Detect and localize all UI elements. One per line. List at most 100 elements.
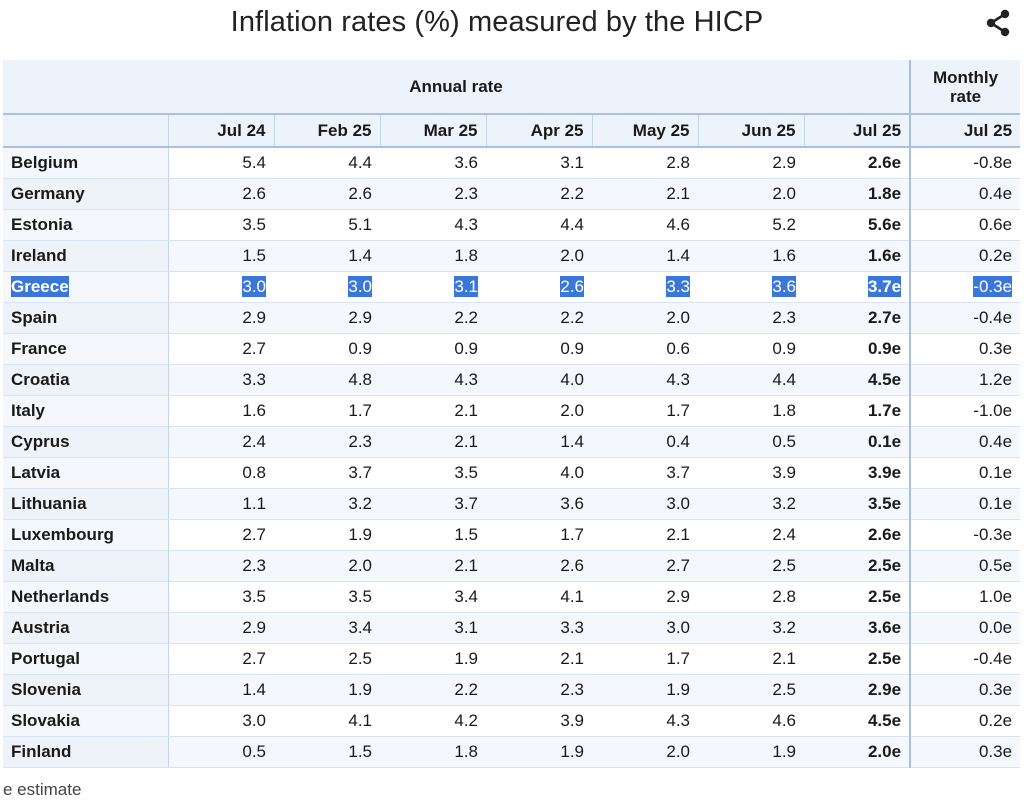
annual-value-cell: 2.7 [167,519,274,551]
monthly-value-cell: 0.6e [909,209,1021,241]
annual-value-cell: 0.9e [804,333,911,365]
country-cell: Croatia [3,364,168,396]
annual-value-cell: 1.5 [380,519,486,551]
annual-value-cell: 1.6 [698,240,804,272]
annual-value-cell: 3.9 [698,457,804,489]
monthly-value-cell: 0.0e [909,612,1021,644]
monthly-value-cell: 1.2e [909,364,1021,396]
table-row: Netherlands 3.5 3.5 3.4 4.1 2.9 2.8 2.5e 1.0e [3,581,1021,613]
annual-value-cell: 4.3 [380,364,486,396]
country-cell: France [3,333,168,365]
annual-value-cell: 5.4 [167,147,274,179]
annual-value-cell: 3.3 [592,271,698,303]
annual-value-cell: 3.0 [592,612,698,644]
annual-value-cell: 1.7 [592,643,698,675]
monthly-value-cell: 0.2e [909,705,1021,737]
annual-value-cell: 2.6e [804,147,911,179]
table-row: Lithuania 1.1 3.2 3.7 3.6 3.0 3.2 3.5e 0.1e [3,488,1021,520]
annual-value-cell: 0.8 [167,457,274,489]
annual-value-cell: 2.2 [380,674,486,706]
annual-value-cell: 1.5 [167,240,274,272]
annual-value-cell: 2.7 [592,550,698,582]
annual-value-cell: 3.7 [380,488,486,520]
country-cell: Spain [3,302,168,334]
annual-value-cell: 4.4 [486,209,592,241]
table-row: Slovakia 3.0 4.1 4.2 3.9 4.3 4.6 4.5e 0.2e [3,705,1021,737]
annual-value-cell: 4.5e [804,705,911,737]
table-row: Ireland 1.5 1.4 1.8 2.0 1.4 1.6 1.6e 0.2e [3,240,1021,272]
annual-value-cell: 3.2 [698,488,804,520]
annual-value-cell: 2.3 [274,426,380,458]
annual-value-cell: 2.2 [380,302,486,334]
share-icon[interactable] [984,8,1012,38]
monthly-rate-header: Monthly rate [909,60,1021,115]
annual-value-cell: 3.2 [698,612,804,644]
country-cell: Latvia [3,457,168,489]
page-title: Inflation rates (%) measured by the HICP [230,6,764,38]
annual-value-cell: 1.8 [380,240,486,272]
annual-value-cell: 2.2 [486,302,592,334]
annual-value-cell: 4.0 [486,457,592,489]
annual-value-cell: 1.6 [167,395,274,427]
annual-value-cell: 2.1 [698,643,804,675]
annual-value-cell: 1.9 [698,736,804,768]
annual-value-cell: 1.9 [380,643,486,675]
table-row: Greece 3.0 3.0 3.1 2.6 3.3 3.6 3.7e -0.3e [3,271,1021,303]
annual-value-cell: 3.1 [380,612,486,644]
annual-rate-header: Annual rate [3,60,911,115]
footnote: e estimate [3,780,82,799]
annual-value-cell: 2.1 [486,643,592,675]
annual-value-cell: 4.4 [274,147,380,179]
annual-value-cell: 2.5 [698,550,804,582]
annual-value-cell: 3.3 [486,612,592,644]
annual-value-cell: 1.7e [804,395,911,427]
annual-value-cell: 3.2 [274,488,380,520]
table-row: Portugal 2.7 2.5 1.9 2.1 1.7 2.1 2.5e -0.4e [3,643,1021,675]
annual-value-cell: 4.5e [804,364,911,396]
annual-value-cell: 2.1 [592,178,698,210]
annual-value-cell: 2.9e [804,674,911,706]
annual-value-cell: 4.3 [380,209,486,241]
table-row: Latvia 0.8 3.7 3.5 4.0 3.7 3.9 3.9e 0.1e [3,457,1021,489]
country-cell: Netherlands [3,581,168,613]
annual-value-cell: 1.9 [274,519,380,551]
annual-value-cell: 2.0 [274,550,380,582]
annual-value-cell: 5.2 [698,209,804,241]
annual-value-cell: 2.4 [167,426,274,458]
monthly-value-cell: 0.3e [909,736,1021,768]
annual-value-cell: 3.6 [486,488,592,520]
annual-value-cell: 2.7 [167,333,274,365]
monthly-value-cell: 0.1e [909,457,1021,489]
annual-value-cell: 3.9 [486,705,592,737]
annual-value-cell: 3.0 [167,705,274,737]
monthly-value-cell: 0.1e [909,488,1021,520]
annual-value-cell: 2.9 [167,302,274,334]
monthly-value-cell: 1.0e [909,581,1021,613]
annual-value-cell: 1.9 [592,674,698,706]
annual-value-cell: 2.3 [698,302,804,334]
annual-value-cell: 3.1 [380,271,486,303]
monthly-value-cell: 0.5e [909,550,1021,582]
annual-value-cell: 2.7 [167,643,274,675]
table-row: Germany 2.6 2.6 2.3 2.2 2.1 2.0 1.8e 0.4e [3,178,1021,210]
header-months-row: Jul 24 Feb 25 Mar 25 Apr 25 May 25 Jun 2… [3,114,1021,148]
country-cell: Austria [3,612,168,644]
annual-value-cell: 2.3 [486,674,592,706]
annual-value-cell: 3.6e [804,612,911,644]
annual-value-cell: 1.7 [592,395,698,427]
annual-value-cell: 2.7e [804,302,911,334]
annual-value-cell: 0.5 [698,426,804,458]
country-cell: Luxembourg [3,519,168,551]
column-header: Jul 25 [909,114,1021,148]
annual-value-cell: 2.6e [804,519,911,551]
annual-value-cell: 4.1 [274,705,380,737]
annual-value-cell: 1.9 [274,674,380,706]
table-row: Luxembourg 2.7 1.9 1.5 1.7 2.1 2.4 2.6e -0.3e [3,519,1021,551]
country-cell: Cyprus [3,426,168,458]
annual-value-cell: 2.2 [486,178,592,210]
annual-value-cell: 2.0 [486,395,592,427]
annual-value-cell: 2.6 [274,178,380,210]
annual-value-cell: 3.6 [380,147,486,179]
annual-value-cell: 1.1 [167,488,274,520]
annual-value-cell: 1.8 [380,736,486,768]
